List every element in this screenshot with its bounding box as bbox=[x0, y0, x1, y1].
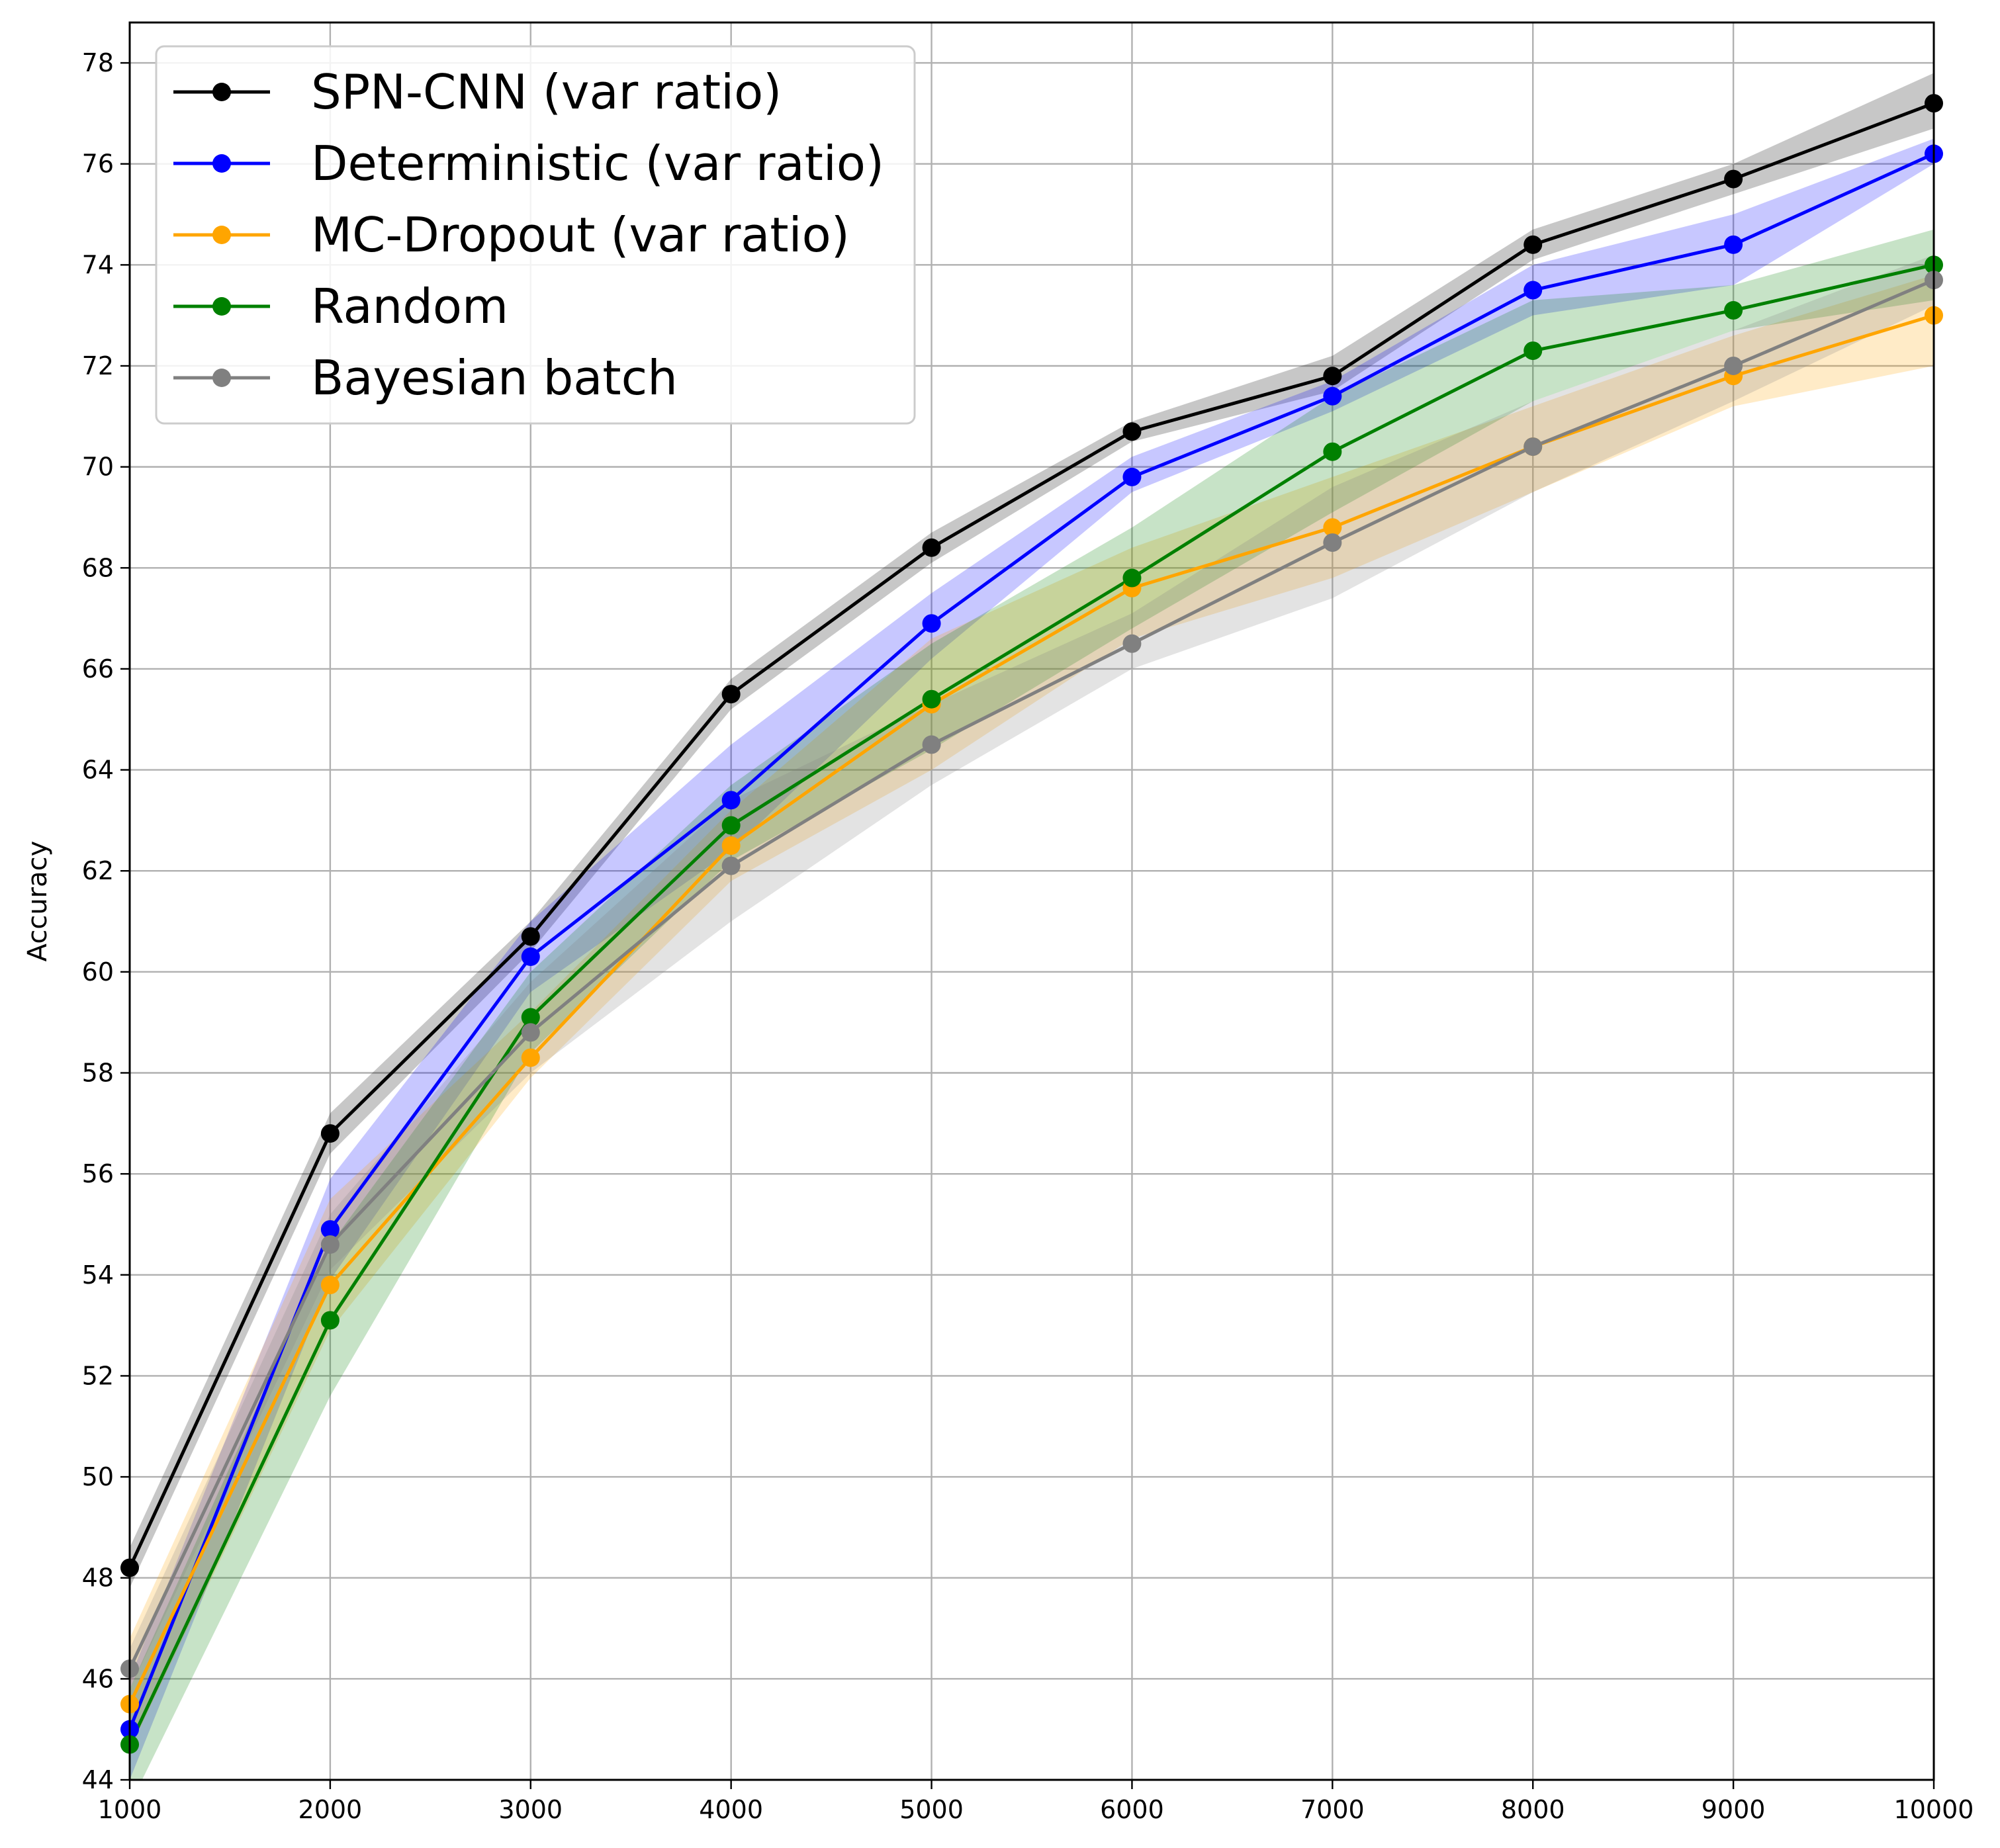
data-point bbox=[320, 1276, 340, 1295]
x-tick-label: 2000 bbox=[298, 1795, 363, 1824]
legend: SPN-CNN (var ratio) Deterministic (var ra… bbox=[155, 45, 916, 425]
y-tick-label: 60 bbox=[82, 957, 114, 987]
data-point bbox=[320, 1220, 340, 1239]
y-tick-label: 66 bbox=[82, 654, 114, 683]
legend-entry: MC-Dropout (var ratio) bbox=[173, 207, 850, 263]
legend-label: Deterministic (var ratio) bbox=[311, 136, 884, 191]
x-tick-label: 8000 bbox=[1501, 1795, 1565, 1824]
y-tick-label: 70 bbox=[82, 453, 114, 482]
legend-marker-swatch bbox=[212, 226, 231, 244]
data-point bbox=[1523, 235, 1543, 254]
y-axis-label: Accuracy bbox=[23, 841, 53, 962]
series-line bbox=[130, 263, 1934, 1745]
x-tick-label: 1000 bbox=[98, 1795, 162, 1824]
y-tick-label: 46 bbox=[82, 1664, 114, 1693]
legend-marker-swatch bbox=[212, 83, 231, 101]
data-point bbox=[320, 1235, 340, 1254]
data-point bbox=[1523, 341, 1543, 361]
x-tick-label: 7000 bbox=[1300, 1795, 1365, 1824]
y-tick-label: 44 bbox=[82, 1765, 114, 1794]
legend-entry: Bayesian batch bbox=[173, 350, 678, 406]
legend-label: SPN-CNN (var ratio) bbox=[311, 64, 782, 120]
data-point bbox=[521, 927, 540, 946]
data-point bbox=[1724, 169, 1743, 189]
legend-label: MC-Dropout (var ratio) bbox=[311, 207, 850, 263]
y-tick-label: 48 bbox=[82, 1563, 114, 1593]
series-markers bbox=[120, 94, 1943, 1754]
data-point bbox=[922, 538, 941, 557]
legend-label: Random bbox=[311, 279, 508, 334]
data-point bbox=[1724, 235, 1743, 254]
data-point bbox=[1323, 386, 1342, 406]
data-point bbox=[1323, 442, 1342, 461]
data-point bbox=[320, 1311, 340, 1330]
x-tick-label: 10000 bbox=[1894, 1795, 1974, 1824]
data-point bbox=[1323, 518, 1342, 537]
legend-entry: SPN-CNN (var ratio) bbox=[173, 64, 782, 120]
data-point bbox=[721, 816, 741, 835]
series-line bbox=[130, 152, 1934, 1730]
y-tick-label: 50 bbox=[82, 1462, 114, 1491]
data-point bbox=[320, 1124, 340, 1143]
legend-marker-swatch bbox=[212, 154, 231, 173]
y-tick-label: 62 bbox=[82, 856, 114, 885]
y-tick-label: 72 bbox=[82, 351, 114, 380]
plot-frame bbox=[128, 21, 1935, 1781]
y-tick-label: 74 bbox=[82, 250, 114, 279]
x-axis-ticks: 1000 2000 3000 4000 5000 6000 7000 8000 9000 1000… bbox=[98, 1780, 1974, 1824]
data-point bbox=[521, 1048, 540, 1067]
data-point bbox=[922, 735, 941, 754]
y-tick-label: 68 bbox=[82, 553, 114, 582]
data-point bbox=[1724, 301, 1743, 320]
data-point bbox=[922, 689, 941, 709]
legend-marker-swatch bbox=[212, 369, 231, 387]
series-line bbox=[130, 278, 1934, 1670]
legend-entry: Deterministic (var ratio) bbox=[173, 136, 884, 191]
legend-box bbox=[155, 45, 916, 425]
y-tick-label: 78 bbox=[82, 48, 114, 77]
x-tick-label: 6000 bbox=[1100, 1795, 1164, 1824]
data-point bbox=[1523, 281, 1543, 300]
series-line bbox=[130, 101, 1934, 1569]
data-point bbox=[922, 614, 941, 633]
y-tick-label: 76 bbox=[82, 150, 114, 179]
data-point bbox=[721, 856, 741, 875]
data-point bbox=[721, 791, 741, 810]
data-point bbox=[1122, 467, 1142, 486]
data-point bbox=[1122, 634, 1142, 653]
x-tick-label: 3000 bbox=[498, 1795, 563, 1824]
data-point bbox=[521, 1008, 540, 1027]
legend-label: Bayesian batch bbox=[311, 350, 678, 406]
data-point bbox=[1323, 533, 1342, 552]
data-point bbox=[1724, 356, 1743, 375]
x-tick-label: 5000 bbox=[899, 1795, 964, 1824]
data-point bbox=[1122, 568, 1142, 588]
y-tick-label: 64 bbox=[82, 756, 114, 785]
y-tick-label: 52 bbox=[82, 1361, 114, 1390]
data-point bbox=[521, 1023, 540, 1042]
data-point bbox=[1323, 367, 1342, 386]
legend-entry: Random bbox=[173, 279, 508, 334]
data-point bbox=[721, 685, 741, 704]
series-lines bbox=[130, 101, 1934, 1745]
y-tick-label: 58 bbox=[82, 1058, 114, 1087]
y-tick-label: 54 bbox=[82, 1260, 114, 1290]
data-point bbox=[1122, 422, 1142, 441]
data-point bbox=[1523, 437, 1543, 457]
data-point bbox=[721, 836, 741, 856]
x-tick-label: 9000 bbox=[1702, 1795, 1766, 1824]
legend-marker-swatch bbox=[212, 297, 231, 316]
y-tick-label: 56 bbox=[82, 1159, 114, 1188]
y-axis-ticks: 44 46 48 50 52 54 56 58 60 62 64 66 68 70 72 74 76 78 bbox=[82, 48, 130, 1794]
x-tick-label: 4000 bbox=[699, 1795, 763, 1824]
data-point bbox=[521, 947, 540, 966]
